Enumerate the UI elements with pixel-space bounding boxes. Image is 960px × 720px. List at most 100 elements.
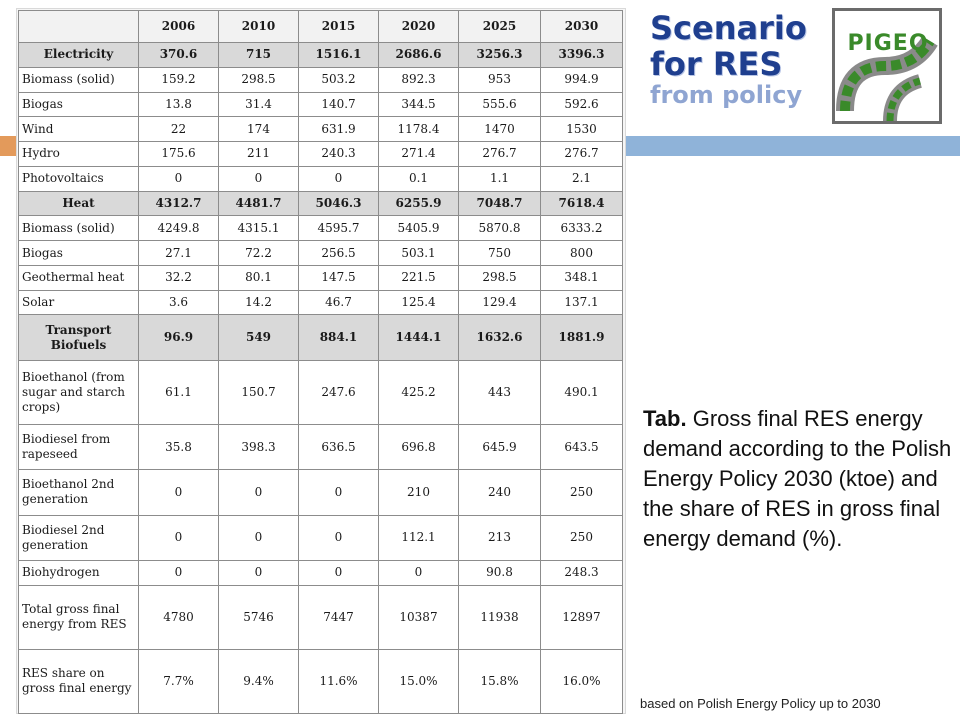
row-label: Biogas [18, 240, 139, 266]
table-cell: 1881.9 [540, 314, 623, 361]
table-cell: 174 [218, 116, 299, 143]
table-cell: 9.4% [218, 648, 299, 715]
table-row: RES share on gross final energy 7.7% 9.4% 1… [18, 648, 623, 715]
table-cell: 715 [218, 42, 299, 68]
table-cell: 271.4 [378, 141, 459, 167]
table-cell: 147.5 [298, 264, 379, 291]
row-label: Biohydrogen [18, 560, 139, 586]
table-cell: 4595.7 [298, 215, 379, 242]
table-cell: 3396.3 [540, 42, 623, 68]
row-label: Geothermal heat [18, 264, 139, 291]
row-label: Solar [18, 289, 139, 316]
table-cell: 0 [298, 560, 379, 586]
slide-title-line1: Scenario [650, 9, 807, 47]
header-empty-cell [18, 10, 139, 43]
row-label: Biogas [18, 91, 139, 118]
table-cell: 7048.7 [458, 190, 541, 217]
row-label: Biomass (solid) [18, 66, 139, 93]
table-cell: 5046.3 [298, 190, 379, 217]
table-cell: 250 [540, 514, 623, 562]
table-cell: 31.4 [218, 91, 299, 118]
table-cell: 0 [138, 560, 219, 586]
table-row: Biogas 13.8 31.4 140.7 344.5 555.6 592.6 [18, 91, 623, 118]
header-year: 2015 [298, 10, 379, 43]
table-cell: 4481.7 [218, 190, 299, 217]
table-row: Hydro 175.6 211 240.3 271.4 276.7 276.7 [18, 141, 623, 167]
table-cell: 46.7 [298, 289, 379, 316]
table-cell: 27.1 [138, 240, 219, 266]
table-cell: 0 [378, 560, 459, 586]
table-cell: 159.2 [138, 66, 219, 93]
table-cell: 256.5 [298, 240, 379, 266]
table-body: Electricity 370.6 715 1516.1 2686.6 3256.3 339… [18, 42, 623, 715]
table-cell: 503.2 [298, 66, 379, 93]
table-section-row: Electricity 370.6 715 1516.1 2686.6 3256.3 339… [18, 42, 623, 68]
table-cell: 555.6 [458, 91, 541, 118]
table-cell: 210 [378, 469, 459, 516]
table-cell: 61.1 [138, 359, 219, 425]
table-cell: 643.5 [540, 423, 623, 471]
header-year: 2006 [138, 10, 219, 43]
table-row: Bioethanol (from sugar and starch crops)… [18, 359, 623, 425]
row-label: Transport Biofuels [18, 314, 139, 361]
table-cell: 1.1 [458, 165, 541, 192]
table-cell: 0 [218, 514, 299, 562]
row-label: Heat [18, 190, 139, 217]
table-cell: 443 [458, 359, 541, 425]
table-cell: 32.2 [138, 264, 219, 291]
table-cell: 112.1 [378, 514, 459, 562]
table-row: Wind 22 174 631.9 1178.4 1470 1530 [18, 116, 623, 143]
accent-bar-right [626, 136, 960, 156]
table-cell: 1444.1 [378, 314, 459, 361]
table-cell: 96.9 [138, 314, 219, 361]
header-year: 2020 [378, 10, 459, 43]
table-cell: 6255.9 [378, 190, 459, 217]
logo-pipe-icon [836, 35, 938, 121]
table-cell: 0 [298, 469, 379, 516]
header-year: 2010 [218, 10, 299, 43]
table-section-row: Transport Biofuels 96.9 549 884.1 1444.1 1632… [18, 314, 623, 361]
slide-title-block: Scenario for RES from policy [650, 10, 830, 108]
table-cell: 0 [218, 165, 299, 192]
table-cell: 645.9 [458, 423, 541, 471]
table-cell: 2686.6 [378, 42, 459, 68]
table-cell: 213 [458, 514, 541, 562]
row-label: Bioethanol (from sugar and starch crops) [18, 359, 139, 425]
table-cell: 221.5 [378, 264, 459, 291]
row-label: Biomass (solid) [18, 215, 139, 242]
table-cell: 7.7% [138, 648, 219, 715]
table-cell: 14.2 [218, 289, 299, 316]
table-cell: 994.9 [540, 66, 623, 93]
table-cell: 298.5 [218, 66, 299, 93]
table-cell: 344.5 [378, 91, 459, 118]
table-cell: 490.1 [540, 359, 623, 425]
table-cell: 11938 [458, 584, 541, 650]
table-cell: 10387 [378, 584, 459, 650]
table-cell: 22 [138, 116, 219, 143]
row-label: Electricity [18, 42, 139, 68]
table-cell: 1178.4 [378, 116, 459, 143]
table-cell: 125.4 [378, 289, 459, 316]
table-cell: 0 [138, 469, 219, 516]
source-footnote: based on Polish Energy Policy up to 2030 [640, 696, 881, 711]
table-row: Biohydrogen 0 0 0 0 90.8 248.3 [18, 560, 623, 586]
table-cell: 250 [540, 469, 623, 516]
table-cell: 953 [458, 66, 541, 93]
table-cell: 696.8 [378, 423, 459, 471]
table-cell: 4312.7 [138, 190, 219, 217]
table-row: Biomass (solid) 4249.8 4315.1 4595.7 5405.9 5… [18, 215, 623, 242]
table-row: Total gross final energy from RES 4780 574… [18, 584, 623, 650]
table-cell: 5405.9 [378, 215, 459, 242]
table-cell: 5870.8 [458, 215, 541, 242]
table-cell: 0 [298, 165, 379, 192]
table-cell: 800 [540, 240, 623, 266]
row-label: Biodiesel 2nd generation [18, 514, 139, 562]
table-cell: 298.5 [458, 264, 541, 291]
table-cell: 72.2 [218, 240, 299, 266]
logo-text: PIGEO [847, 31, 929, 56]
table-cell: 129.4 [458, 289, 541, 316]
table-cell: 4315.1 [218, 215, 299, 242]
table-row: Photovoltaics 0 0 0 0.1 1.1 2.1 [18, 165, 623, 192]
table-cell: 35.8 [138, 423, 219, 471]
row-label: Bioethanol 2nd generation [18, 469, 139, 516]
